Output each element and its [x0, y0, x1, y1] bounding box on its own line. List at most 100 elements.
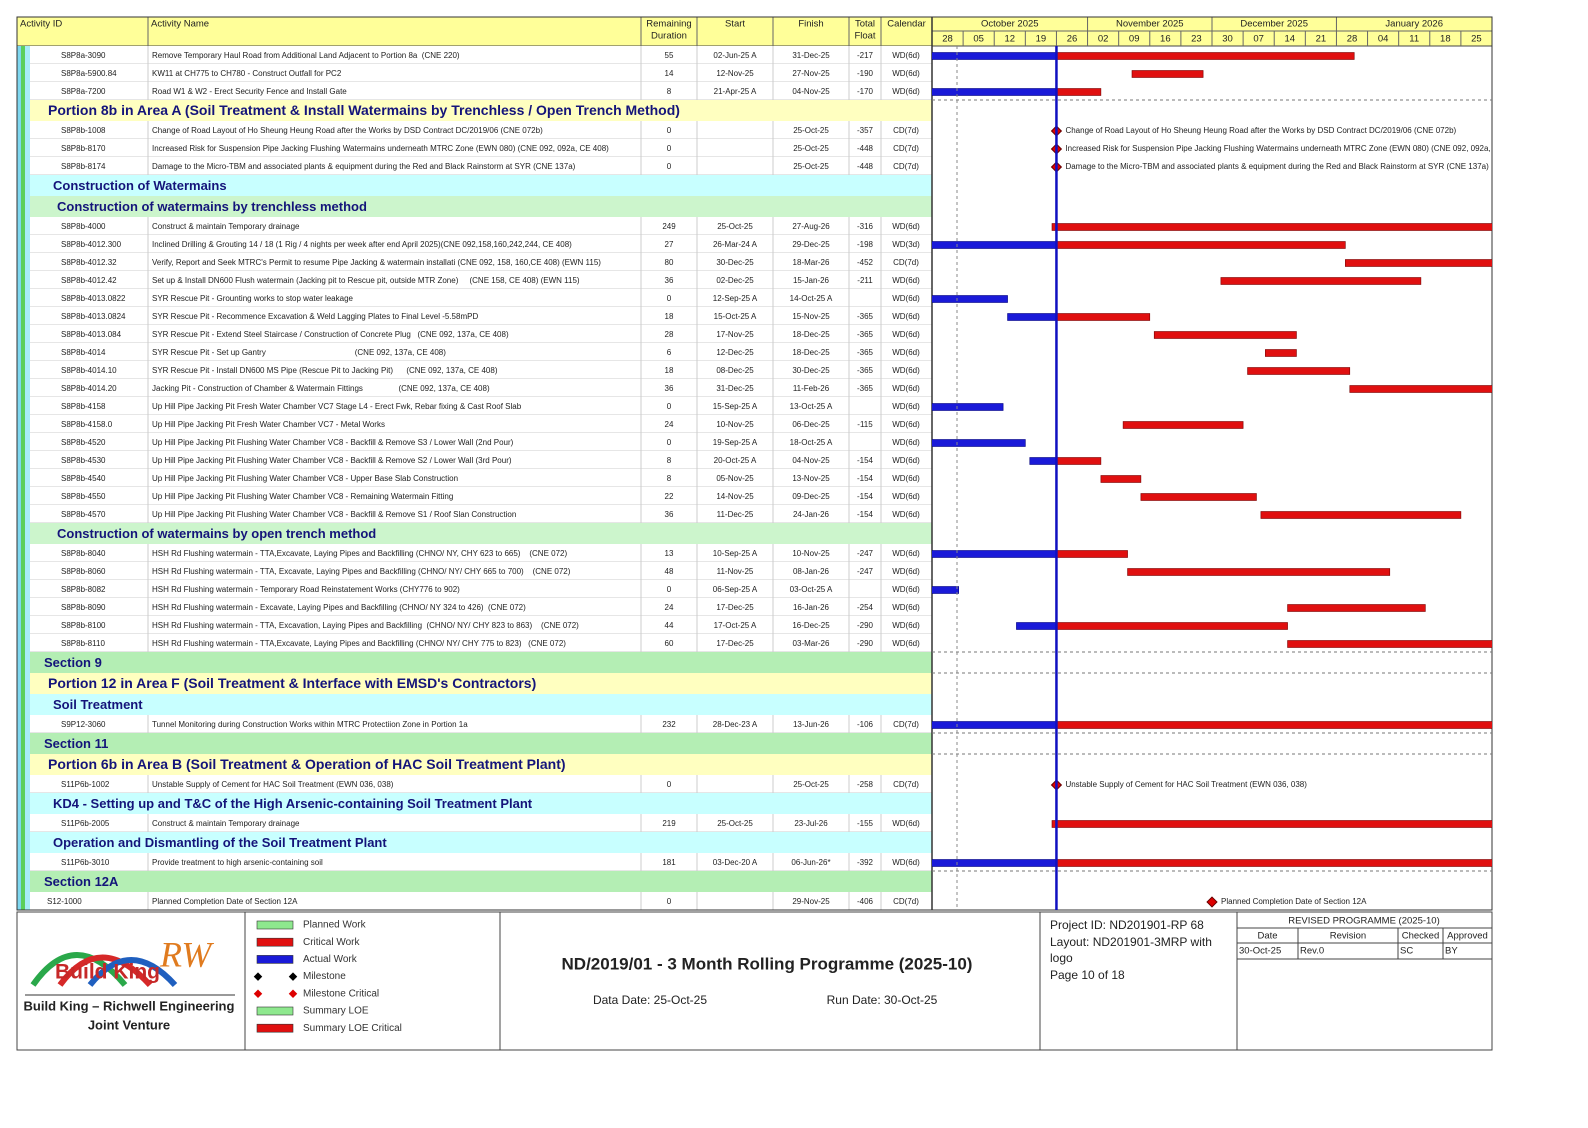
cell-finish: 14-Oct-25 A — [790, 294, 833, 303]
week-label: 28 — [942, 34, 953, 45]
row-bg — [30, 307, 932, 325]
cell-calendar: WD(6d) — [892, 639, 920, 648]
stripe — [25, 46, 30, 910]
project-info: Layout: ND201901-3MRP with — [1050, 935, 1212, 949]
cell-calendar: WD(6d) — [892, 567, 920, 576]
activity-id: S8P8b-4520 — [61, 438, 106, 447]
row-bg — [30, 139, 932, 157]
critical-bar — [1056, 622, 1288, 630]
cell-calendar: WD(6d) — [892, 402, 920, 411]
revision-cell: SC — [1400, 946, 1413, 957]
logo-arch — [57, 954, 153, 988]
activity-id: S8P8b-8060 — [61, 567, 106, 576]
activity-id: S8P8b-8110 — [61, 639, 105, 648]
cell-remaining: 0 — [667, 402, 672, 411]
cell-start: 19-Sep-25 A — [713, 438, 758, 447]
row-bg — [30, 82, 932, 100]
row-bg — [30, 289, 932, 307]
cell-remaining: 18 — [665, 366, 674, 375]
week-label: 11 — [1409, 34, 1419, 45]
row-bg — [30, 397, 932, 415]
cell-start: 15-Oct-25 A — [714, 312, 757, 321]
activity-name: Damage to the Micro-TBM and associated p… — [152, 162, 576, 171]
activity-name: Up Hill Pipe Jacking Pit Flushing Water … — [152, 492, 453, 501]
cell-calendar: CD(7d) — [893, 126, 919, 135]
cell-remaining: 55 — [665, 51, 674, 60]
cell-remaining: 80 — [665, 258, 674, 267]
cell-remaining: 24 — [665, 420, 674, 429]
revision-header: Revision — [1330, 931, 1366, 942]
critical-bar — [1056, 313, 1151, 321]
activity-id: S8P8b-8170 — [61, 144, 106, 153]
column-header: Total — [855, 19, 875, 30]
row-bg — [30, 853, 932, 871]
band — [30, 694, 932, 715]
cell-start: 17-Oct-25 A — [714, 621, 757, 630]
cell-float: -365 — [857, 312, 874, 321]
activity-id: S8P8b-4530 — [61, 456, 106, 465]
cell-remaining: 13 — [665, 549, 674, 558]
activity-id: S8P8a-7200 — [61, 87, 106, 96]
activity-id: S12-1000 — [47, 897, 82, 906]
logo-mark: RW — [159, 934, 214, 974]
activity-name: HSH Rd Flushing watermain - Excavate, La… — [152, 603, 526, 612]
activity-name: HSH Rd Flushing watermain - TTA, Excavat… — [152, 567, 571, 576]
cell-float: -452 — [857, 258, 874, 267]
cell-remaining: 0 — [667, 780, 672, 789]
activity-name: Planned Completion Date of Section 12A — [152, 897, 298, 906]
row-bg — [30, 433, 932, 451]
legend-swatch — [256, 937, 294, 947]
column-header: Activity ID — [20, 19, 62, 30]
cell-remaining: 0 — [667, 438, 672, 447]
revision-header: Approved — [1447, 931, 1488, 942]
cell-finish: 13-Nov-25 — [792, 474, 830, 483]
cell-calendar: WD(6d) — [892, 549, 920, 558]
cell-finish: 04-Nov-25 — [792, 456, 830, 465]
milestone-label: Change of Road Layout of Ho Sheung Heung… — [1065, 126, 1456, 135]
band — [30, 793, 932, 814]
cell-remaining: 60 — [665, 639, 674, 648]
cell-finish: 18-Mar-26 — [793, 258, 830, 267]
cell-finish: 10-Nov-25 — [792, 549, 830, 558]
cell-finish: 29-Dec-25 — [792, 240, 830, 249]
activity-name: Construct & maintain Temporary drainage — [152, 222, 300, 231]
cell-remaining: 219 — [662, 819, 676, 828]
cell-calendar: WD(6d) — [892, 858, 920, 867]
cell-start: 30-Dec-25 — [716, 258, 754, 267]
cell-float: -258 — [857, 780, 874, 789]
cell-remaining: 181 — [662, 858, 676, 867]
cell-remaining: 22 — [665, 492, 674, 501]
gantt: Change of Road Layout of Ho Sheung Heung… — [932, 46, 1492, 910]
band-title: Soil Treatment — [53, 697, 143, 712]
cell-remaining: 8 — [667, 456, 672, 465]
cell-float: -217 — [857, 51, 874, 60]
cell-calendar: WD(6d) — [892, 585, 920, 594]
actual-bar — [1016, 622, 1057, 630]
row-bg — [30, 580, 932, 598]
row-bg — [30, 487, 932, 505]
cell-calendar: WD(6d) — [892, 294, 920, 303]
band-title: Portion 12 in Area F (Soil Treatment & I… — [48, 675, 536, 691]
cell-calendar: CD(7d) — [893, 780, 919, 789]
cell-finish: 29-Nov-25 — [792, 897, 830, 906]
cell-remaining: 36 — [665, 510, 674, 519]
activity-id: S8P8b-4012.42 — [61, 276, 117, 285]
legend-label: Actual Work — [303, 954, 358, 965]
critical-bar — [1127, 568, 1391, 576]
critical-bar — [1131, 70, 1204, 78]
column-header: Activity Name — [151, 19, 209, 30]
cell-remaining: 0 — [667, 162, 672, 171]
footer-title: ND/2019/01 - 3 Month Rolling Programme (… — [562, 954, 973, 973]
band-title: Section 9 — [44, 655, 102, 670]
cell-finish: 03-Oct-25 A — [790, 585, 833, 594]
row-bg — [30, 271, 932, 289]
band-title: KD4 - Setting up and T&C of the High Ars… — [53, 796, 533, 811]
legend-label: Critical Work — [303, 937, 360, 948]
cell-finish: 13-Jun-26 — [793, 720, 830, 729]
cell-calendar: WD(6d) — [892, 276, 920, 285]
critical-bar — [1220, 277, 1422, 285]
logo-brand: Build King — [55, 961, 160, 984]
activity-id: S8P8b-1008 — [61, 126, 106, 135]
activity-name: Up Hill Pipe Jacking Pit Flushing Water … — [152, 510, 516, 519]
